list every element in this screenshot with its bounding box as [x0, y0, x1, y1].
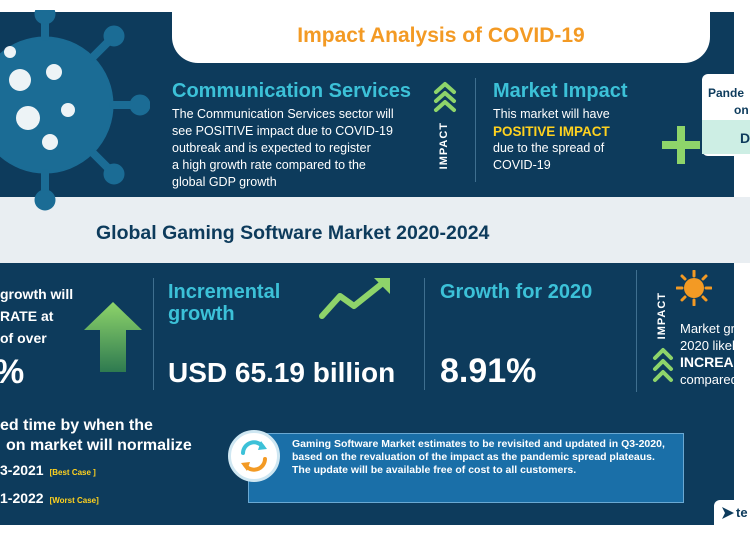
- incremental-heading-line: growth: [168, 303, 235, 325]
- market-impact-line: COVID-19: [493, 158, 551, 172]
- best-case-tag: [Best Case ]: [49, 468, 96, 477]
- worst-case: 1-2022 [Worst Case]: [0, 490, 99, 506]
- refresh-icon-badge: [228, 430, 280, 482]
- cagr-line: RATE at: [0, 308, 54, 324]
- update-note-text: Gaming Software Market estimates to be r…: [292, 438, 665, 476]
- title-pill: [172, 12, 710, 63]
- pandemic-card-line: Pande: [708, 86, 745, 100]
- growth-heading: Growth for 2020: [440, 281, 593, 303]
- market-impact-heading: Market Impact: [493, 80, 628, 102]
- cagr-line: of over: [0, 330, 47, 346]
- communication-line: The Communication Services sector will: [172, 107, 394, 121]
- communication-text: The Communication Services sector will s…: [172, 106, 437, 191]
- market-growth-line: Market gr: [680, 321, 735, 336]
- impact-label: IMPACT: [438, 122, 450, 170]
- market-growth-line: compared: [680, 372, 738, 387]
- trend-up-icon: [319, 278, 390, 319]
- pandemic-card-text: Pande on: [708, 85, 749, 119]
- incremental-value: USD 65.19 billion: [168, 357, 396, 388]
- sun-icon: [676, 270, 712, 306]
- pandemic-card-tag: D: [740, 130, 750, 146]
- incremental-heading: Incremental growth: [168, 281, 280, 325]
- worst-case-tag: [Worst Case]: [49, 496, 99, 505]
- best-case-value: 3-2021: [0, 462, 44, 478]
- communication-heading: Communication Services: [172, 80, 411, 102]
- market-impact-highlight: POSITIVE IMPACT: [493, 124, 610, 139]
- market-impact-line: due to the spread of: [493, 141, 605, 155]
- arrow-up-icon: [84, 302, 142, 372]
- divider: [153, 278, 154, 390]
- market-title: Global Gaming Software Market 2020-2024: [96, 222, 490, 244]
- divider: [636, 270, 637, 392]
- communication-line: see POSITIVE impact due to COVID-19: [172, 124, 393, 138]
- cagr-value: %: [0, 353, 24, 392]
- pandemic-card-tag-bg: [702, 120, 750, 154]
- middle-band: [0, 197, 750, 263]
- brand-logo-icon: [722, 507, 734, 519]
- cagr-text: growth will RATE at of over: [0, 283, 73, 349]
- chevrons-up-icon: [434, 82, 456, 112]
- market-impact-line: This market will have: [493, 107, 610, 121]
- best-case: 3-2021 [Best Case ]: [0, 462, 96, 478]
- communication-line: global GDP growth: [172, 175, 277, 189]
- incremental-heading-line: Incremental: [168, 281, 281, 303]
- divider: [475, 78, 476, 182]
- page-title: Impact Analysis of COVID-19: [297, 24, 585, 47]
- chevrons-up-icon: [653, 348, 673, 382]
- virus-icon: [0, 10, 150, 211]
- normalize-line: on market will normalize: [6, 437, 192, 454]
- cagr-line: growth will: [0, 286, 74, 302]
- normalize-heading: ed time by when the on market will norma…: [0, 416, 192, 456]
- pandemic-card-line: on: [734, 103, 749, 117]
- market-growth-highlight: INCREASE: [680, 354, 750, 370]
- normalize-line: ed time by when the: [0, 417, 153, 434]
- market-growth-text: Market gr 2020 likely INCREASE compared: [680, 320, 750, 388]
- plus-icon: [662, 126, 700, 164]
- growth-value: 8.91%: [440, 352, 537, 390]
- communication-line: outbreak and is expected to register: [172, 141, 371, 155]
- communication-line: a high growth rate compared to the: [172, 158, 366, 172]
- divider: [424, 278, 425, 390]
- brand-logo-text: te: [736, 505, 748, 520]
- refresh-icon: [241, 440, 267, 472]
- impact-label: IMPACT: [656, 292, 668, 340]
- market-impact-text: This market will have POSITIVE IMPACT du…: [493, 106, 673, 174]
- worst-case-value: 1-2022: [0, 490, 44, 506]
- market-growth-line: 2020 likely: [680, 338, 742, 353]
- update-note-box: [248, 433, 684, 503]
